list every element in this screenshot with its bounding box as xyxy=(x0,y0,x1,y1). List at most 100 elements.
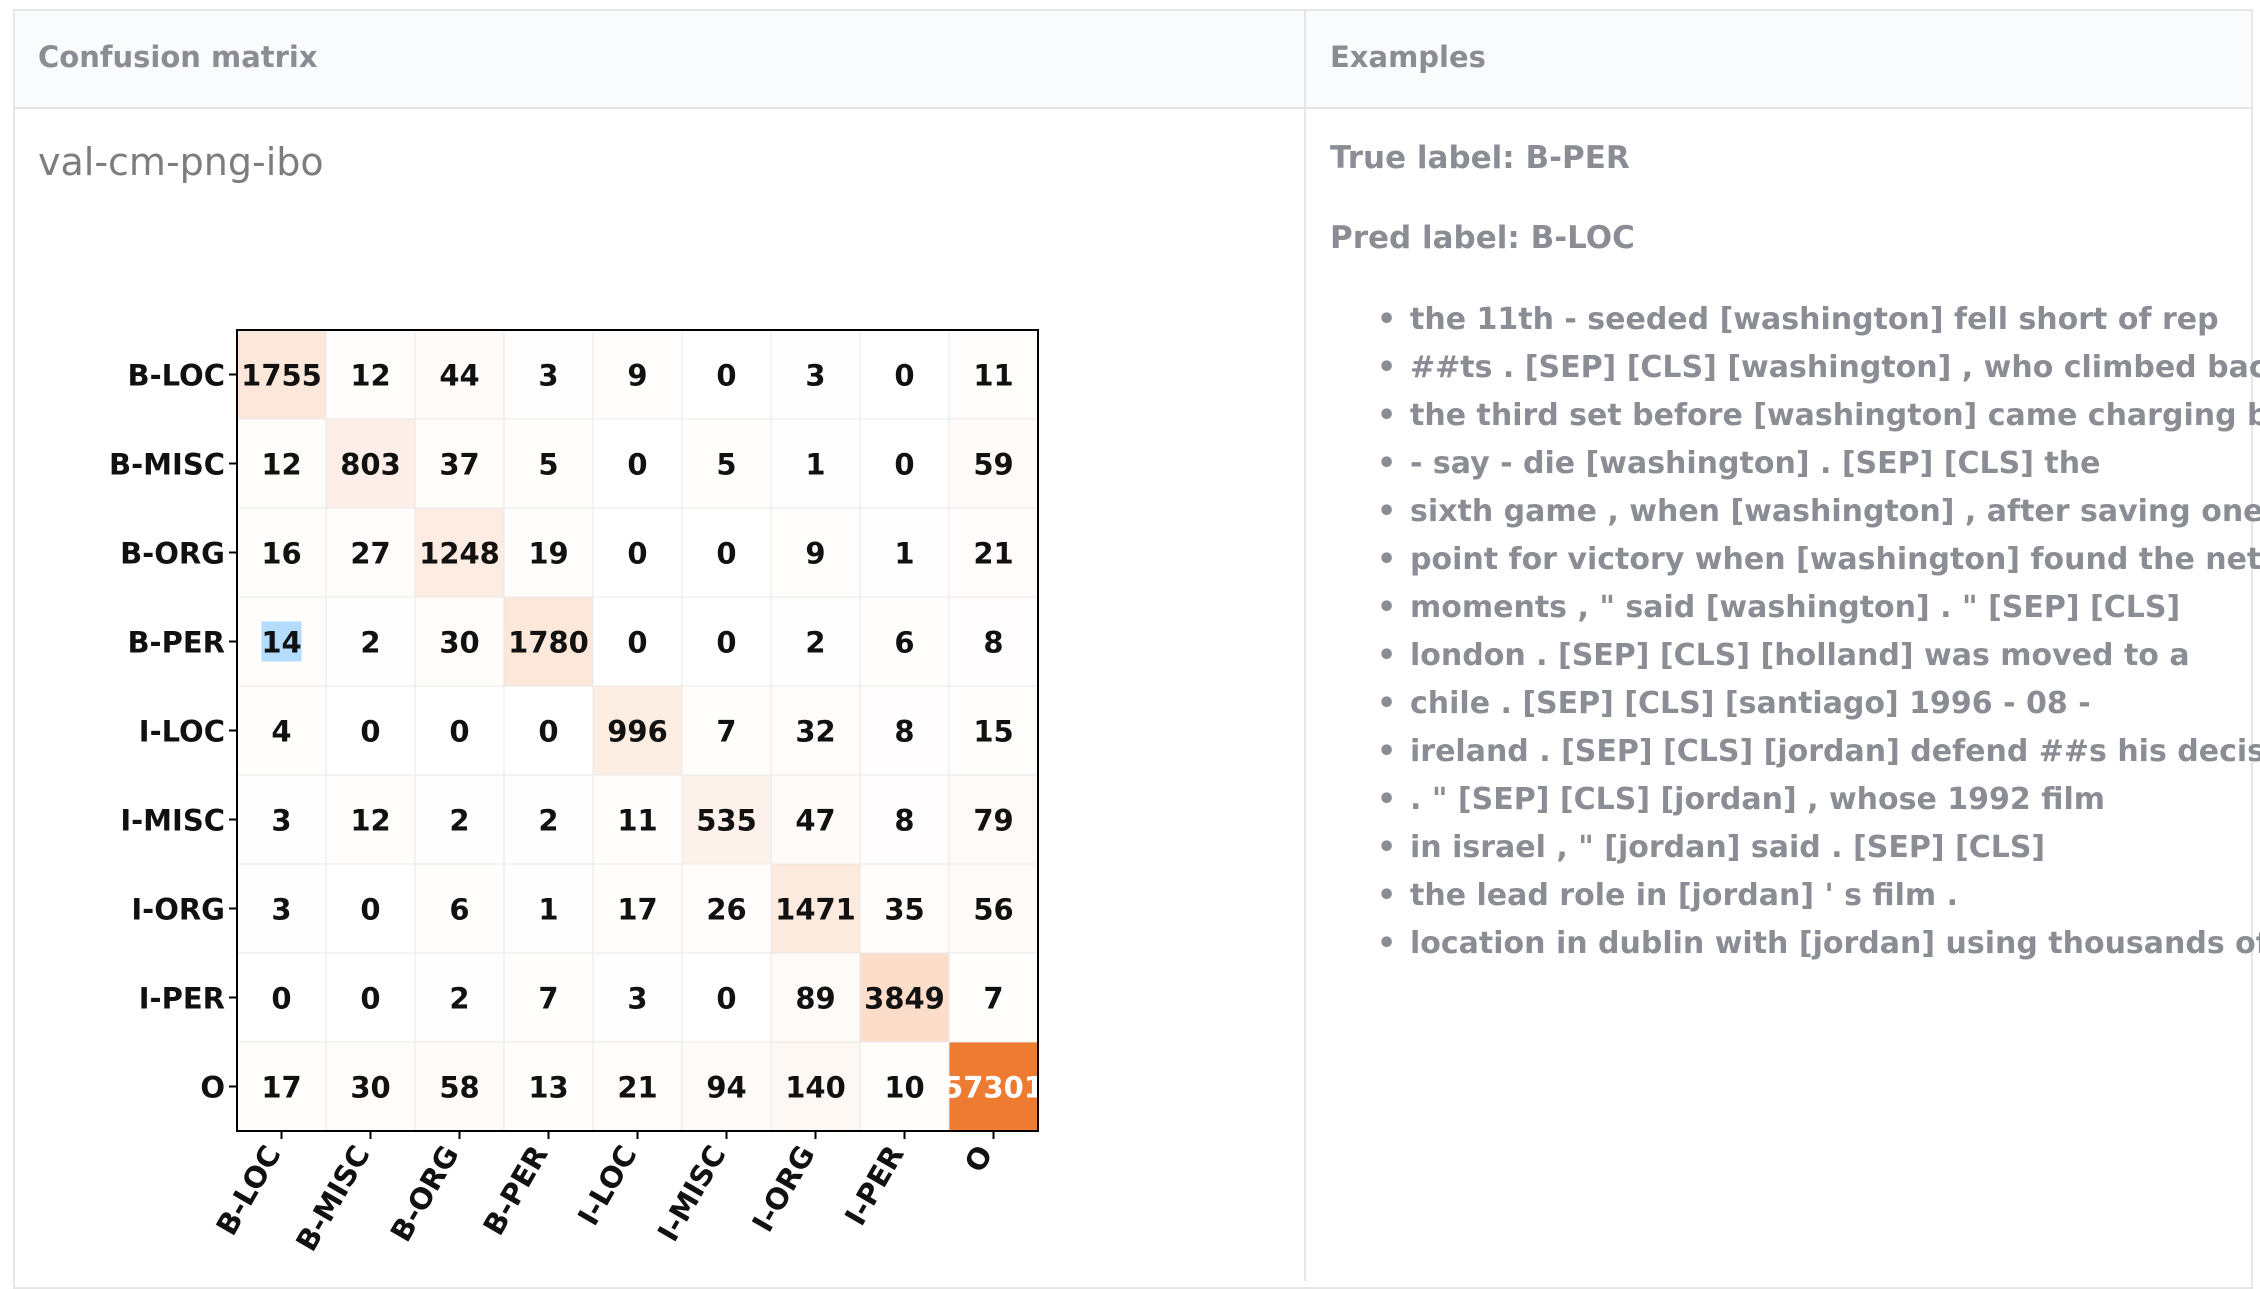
matrix-cell xyxy=(859,863,950,954)
cell-value-label: 13 xyxy=(528,1071,568,1105)
matrix-cell xyxy=(503,685,594,776)
cell-value-label: 12 xyxy=(350,359,390,393)
cell-value-label: 803 xyxy=(340,448,401,482)
example-item: • ireland . [SEP] [CLS] [jordan] defend #… xyxy=(1330,728,2260,776)
cell-value-label: 14 xyxy=(261,626,301,660)
example-text: chile . [SEP] [CLS] [santiago] 1996 - 08… xyxy=(1410,686,2091,721)
matrix-cell xyxy=(681,952,772,1043)
example-item: • sixth game , when [washington] , after … xyxy=(1330,488,2260,536)
matrix-cell xyxy=(503,863,594,954)
cell-value-label: 17 xyxy=(617,893,657,927)
matrix-cell xyxy=(592,329,683,420)
bullet-icon: • xyxy=(1377,878,1397,913)
y-tick-label: B-ORG xyxy=(120,537,225,571)
example-text: point for victory when [washington] foun… xyxy=(1410,542,2260,577)
cell-value-label: 0 xyxy=(271,982,291,1016)
cell-value-label: 5 xyxy=(538,448,558,482)
cell-value-label: 37 xyxy=(439,448,479,482)
cell-value-label: 1 xyxy=(805,448,825,482)
bullet-icon: • xyxy=(1377,302,1397,337)
cell-value-label: 27 xyxy=(350,537,390,571)
matrix-cell xyxy=(948,418,1039,509)
y-tick-label: B-MISC xyxy=(109,448,225,482)
matrix-cell xyxy=(681,596,772,687)
matrix-cell xyxy=(325,507,416,598)
cell-value-label: 6 xyxy=(449,893,469,927)
cell-value-label: 30 xyxy=(439,626,479,660)
cell-value-label: 0 xyxy=(360,715,380,749)
x-tick-label: B-MISC xyxy=(289,1140,376,1257)
cell-value-label: 0 xyxy=(627,537,647,571)
cell-value-label: 996 xyxy=(607,715,668,749)
cell-value-label: 7 xyxy=(538,982,558,1016)
cell-value-label: 2 xyxy=(449,804,469,838)
table-header xyxy=(15,11,2251,109)
matrix-cell xyxy=(414,774,505,865)
matrix-cell xyxy=(770,774,861,865)
matrix-cell xyxy=(859,1041,950,1132)
cell-value-label: 10 xyxy=(884,1071,924,1105)
cell-value-label: 0 xyxy=(360,982,380,1016)
matrix-cell xyxy=(414,952,505,1043)
cell-value-label: 0 xyxy=(360,893,380,927)
cell-value-label: 0 xyxy=(627,626,647,660)
example-item: • . " [SEP] [CLS] [jordan] , whose 1992 f… xyxy=(1330,776,2260,824)
matrix-cell xyxy=(681,774,772,865)
cell-value-label: 17 xyxy=(261,1071,301,1105)
cell-value-label: 94 xyxy=(706,1071,746,1105)
matrix-cell xyxy=(859,774,950,865)
example-text: - say - die [washington] . [SEP] [CLS] t… xyxy=(1410,446,2101,481)
cell-value-label: 0 xyxy=(538,715,558,749)
cell-value-label: 6 xyxy=(894,626,914,660)
cell-value-label: 16 xyxy=(261,537,301,571)
matrix-cell xyxy=(503,1041,594,1132)
x-tick-label: I-MISC xyxy=(651,1140,733,1248)
example-text: ireland . [SEP] [CLS] [jordan] defend ##… xyxy=(1410,734,2260,769)
bullet-icon: • xyxy=(1377,734,1397,769)
cell-value-label: 0 xyxy=(716,359,736,393)
cell-value-label: 8 xyxy=(983,626,1003,660)
bullet-icon: • xyxy=(1377,398,1397,433)
cell-value-label: 1780 xyxy=(508,626,589,660)
matrix-cell xyxy=(503,952,594,1043)
cell-value-label: 535 xyxy=(696,804,757,838)
cell-value-label: 140 xyxy=(785,1071,846,1105)
example-item: • the third set before [washington] came … xyxy=(1330,392,2260,440)
cell-value-label: 19 xyxy=(528,537,568,571)
bullet-icon: • xyxy=(1377,638,1397,673)
cell-value-label: 2 xyxy=(449,982,469,1016)
cell-value-label: 79 xyxy=(973,804,1013,838)
example-text: the third set before [washington] came c… xyxy=(1410,398,2260,433)
matrix-cell xyxy=(770,418,861,509)
matrix-cell xyxy=(414,685,505,776)
matrix-cell xyxy=(681,1041,772,1132)
cell-value-label: 3 xyxy=(271,893,291,927)
matrix-cell xyxy=(503,329,594,420)
example-item: • location in dublin with [jordan] using … xyxy=(1330,920,2260,968)
cell-value-label: 0 xyxy=(716,626,736,660)
x-tick-label: I-PER xyxy=(838,1140,911,1232)
cell-value-label: 11 xyxy=(617,804,657,838)
cell-value-label: 0 xyxy=(894,359,914,393)
cell-value-label: 2 xyxy=(538,804,558,838)
bullet-icon: • xyxy=(1377,542,1397,577)
matrix-cell xyxy=(859,685,950,776)
cell-value-label: 3849 xyxy=(864,982,945,1016)
bullet-icon: • xyxy=(1377,830,1397,865)
cell-value-label: 8 xyxy=(894,804,914,838)
matrix-cell xyxy=(236,418,327,509)
matrix-cell xyxy=(681,418,772,509)
example-item: • london . [SEP] [CLS] [holland] was move… xyxy=(1330,632,2260,680)
example-text: london . [SEP] [CLS] [holland] was moved… xyxy=(1410,638,2190,673)
example-item: • moments , " said [washington] . " [SEP]… xyxy=(1330,584,2260,632)
panel-title: val-cm-png-ibo xyxy=(38,140,324,184)
x-tick-label: I-LOC xyxy=(571,1140,644,1232)
example-item: • - say - die [washington] . [SEP] [CLS] … xyxy=(1330,440,2260,488)
x-tick-label: O xyxy=(958,1140,1000,1178)
cell-value-label: 1 xyxy=(894,537,914,571)
bullet-icon: • xyxy=(1377,350,1397,385)
matrix-cell xyxy=(325,596,416,687)
cell-value-label: 0 xyxy=(627,448,647,482)
